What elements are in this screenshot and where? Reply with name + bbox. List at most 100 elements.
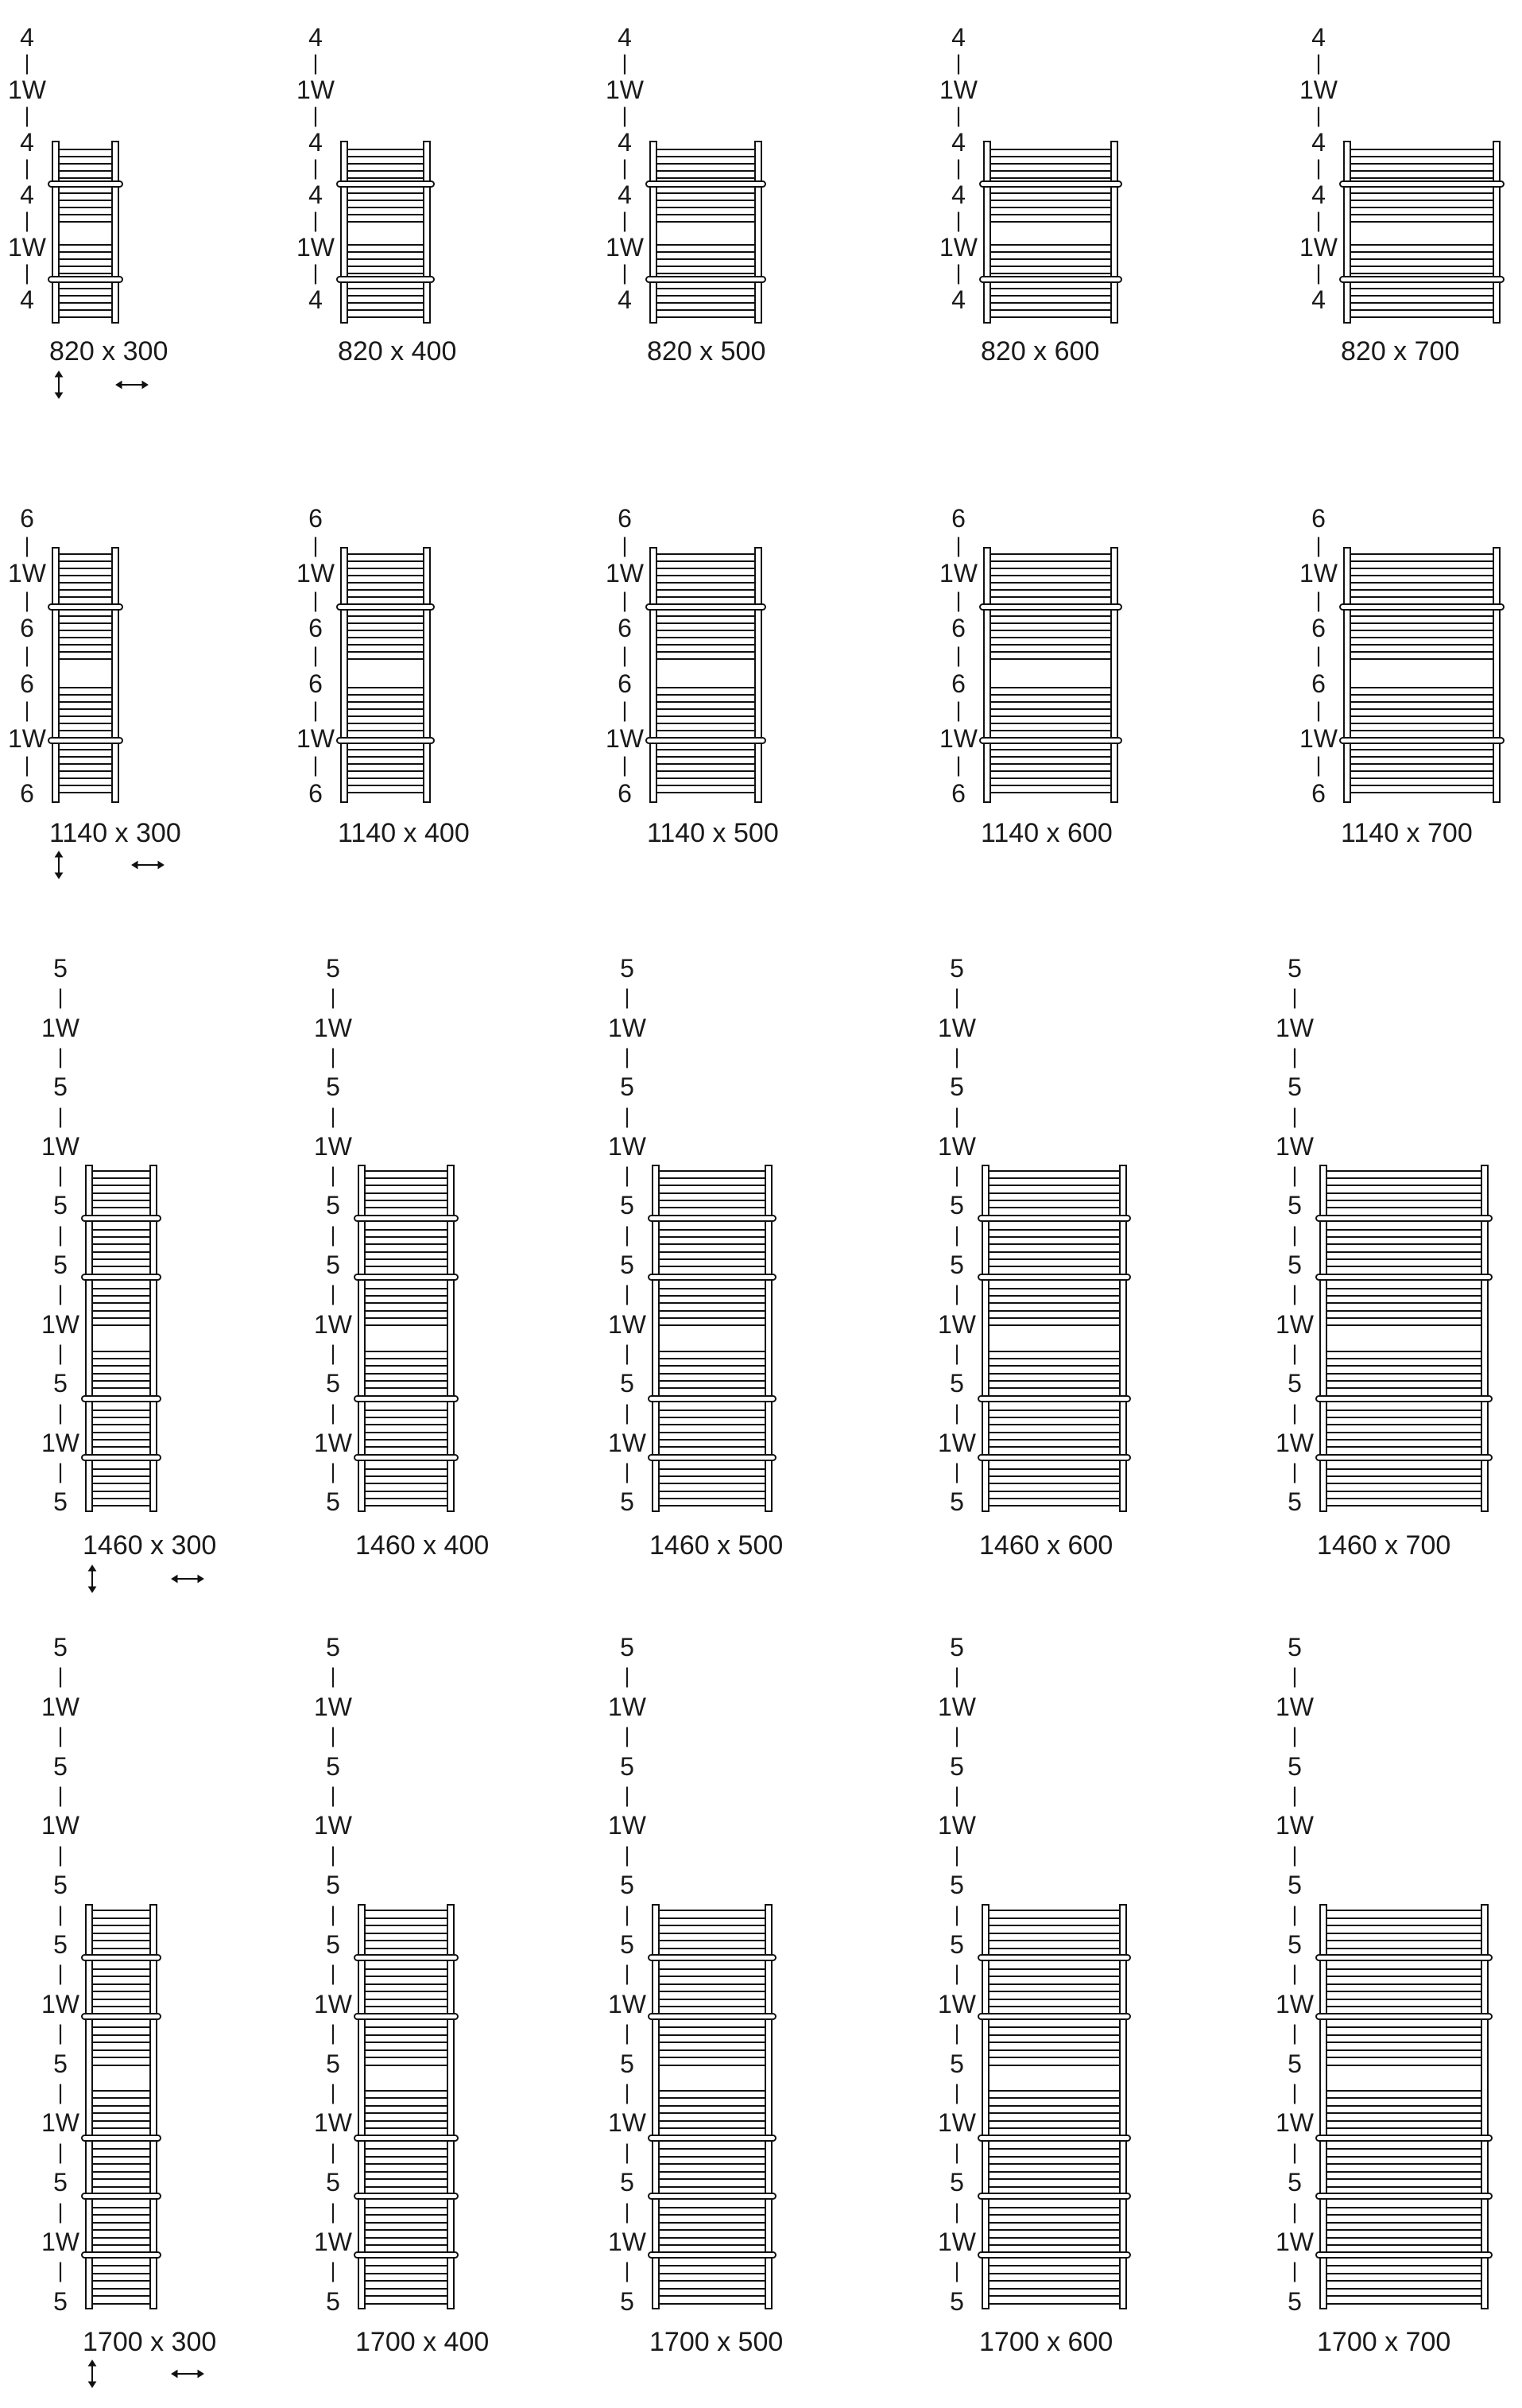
tube-bar <box>659 2163 765 2165</box>
tube-bar <box>365 2090 447 2092</box>
tube-count-label: 5 <box>326 1251 340 1279</box>
tube-bar <box>659 1439 765 1441</box>
tube-bar <box>92 1243 150 1245</box>
tube-bar <box>1326 1170 1481 1172</box>
tube-bar <box>1326 2057 1481 2058</box>
tube-bar <box>659 1910 765 1911</box>
tube-bar <box>659 2229 765 2231</box>
tube-bar <box>347 749 424 750</box>
tube-bar <box>656 221 755 223</box>
wide-tube-shelf <box>81 1274 161 1281</box>
tube-bar <box>92 1910 150 1911</box>
tube-bar <box>365 1207 447 1208</box>
size-label: 1140 x 700 <box>1341 818 1473 848</box>
tube-bar <box>1326 2090 1481 2092</box>
tube-bar <box>659 2120 765 2122</box>
tube-bar <box>1350 708 1493 710</box>
tube-bar <box>1350 749 1493 750</box>
label-separator: | <box>1292 1045 1298 1068</box>
tube-bar <box>989 1498 1120 1499</box>
tube-bar <box>989 2026 1120 2028</box>
tube-bar <box>989 2034 1120 2036</box>
label-separator: | <box>1292 1664 1298 1688</box>
tube-count-label: 4 <box>20 23 34 52</box>
label-separator: | <box>1292 1724 1298 1747</box>
tube-bar <box>1350 177 1493 179</box>
wide-tube-label: 1W <box>606 724 644 753</box>
tube-count-label: 6 <box>20 614 34 642</box>
wide-tube-shelf <box>645 603 766 611</box>
tube-bar <box>659 1185 765 1186</box>
tube-bar <box>989 2120 1120 2122</box>
tube-bar <box>989 1410 1120 1411</box>
tube-bar <box>1350 777 1493 779</box>
wide-tube-label: 1W <box>1299 233 1338 262</box>
rail-left <box>649 547 657 803</box>
tube-bar <box>347 560 424 562</box>
tube-bar <box>1326 2303 1481 2305</box>
tube-bar <box>1326 2163 1481 2165</box>
label-separator: | <box>624 1783 630 1807</box>
tube-bar <box>347 723 424 724</box>
tube-count-label: 5 <box>326 1752 340 1781</box>
tube-bar <box>347 701 424 703</box>
tube-bar <box>59 244 112 246</box>
label-separator: | <box>1315 103 1322 127</box>
label-separator: | <box>1292 1961 1298 1985</box>
tube-bar <box>1326 1365 1481 1367</box>
tube-count-label: 6 <box>1311 669 1326 698</box>
size-label: 1140 x 600 <box>981 818 1113 848</box>
tube-bar <box>989 2244 1120 2246</box>
wide-tube-label: 1W <box>314 2228 352 2256</box>
wide-tube-label: 1W <box>1276 1014 1314 1042</box>
tube-bar <box>989 1236 1120 1238</box>
wide-tube-label: 1W <box>314 1693 352 1721</box>
label-separator: | <box>24 156 30 180</box>
tube-bar <box>59 251 112 253</box>
rail-left <box>85 1904 93 2309</box>
tube-bar <box>990 302 1111 304</box>
tube-bar <box>59 258 112 260</box>
label-separator: | <box>955 643 962 667</box>
label-separator: | <box>624 1163 630 1187</box>
tube-bar <box>1350 630 1493 631</box>
tube-bar <box>990 596 1111 598</box>
rail-right <box>447 1165 455 1512</box>
tube-count-label: 6 <box>308 779 323 808</box>
tube-bar <box>365 2042 447 2043</box>
wide-tube-shelf <box>979 603 1122 611</box>
tube-bar <box>92 1999 150 2000</box>
tube-bar <box>92 2105 150 2107</box>
wide-tube-shelf <box>645 276 766 283</box>
wide-tube-shelf <box>648 2013 776 2020</box>
tube-count-label: 5 <box>620 2287 634 2316</box>
tube-bar <box>1350 701 1493 703</box>
tube-bar <box>92 1258 150 1260</box>
wide-tube-shelf <box>1315 2193 1493 2200</box>
tube-bar <box>59 749 112 750</box>
tube-bar <box>659 1933 765 1934</box>
tube-count-label: 5 <box>950 1072 964 1101</box>
tube-bar <box>365 1424 447 1425</box>
tube-count-label: 4 <box>20 128 34 157</box>
tube-count-label: 5 <box>620 1487 634 1516</box>
tube-bar <box>659 1983 765 1985</box>
label-separator: | <box>624 1341 630 1365</box>
tube-bar <box>659 1266 765 1267</box>
wide-tube-label: 1W <box>296 559 335 587</box>
tube-bar <box>365 1948 447 1949</box>
tube-count-label: 5 <box>950 2168 964 2197</box>
label-separator: | <box>330 985 336 1009</box>
tube-bar <box>990 792 1111 793</box>
tube-bar <box>989 2065 1120 2066</box>
tube-bar <box>59 156 112 157</box>
tube-bar <box>365 2303 447 2305</box>
tube-bar <box>659 2049 765 2051</box>
wide-tube-shelf <box>978 2193 1131 2200</box>
tube-bar <box>1326 2222 1481 2224</box>
tube-count-label: 5 <box>53 1072 68 1101</box>
tube-bar <box>659 1177 765 1179</box>
label-separator: | <box>57 1401 64 1425</box>
tube-bar <box>1350 258 1493 260</box>
tube-bar <box>659 2280 765 2282</box>
